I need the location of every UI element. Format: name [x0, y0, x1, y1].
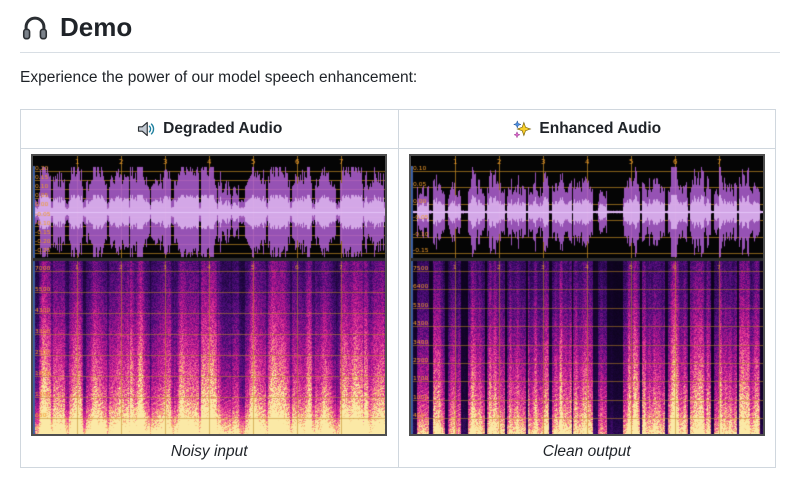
header-enhanced-audio: Enhanced Audio [397, 109, 776, 149]
page-title-text: Demo [60, 12, 133, 42]
headphones-icon [22, 16, 48, 40]
cell-degraded: Noisy input [20, 148, 399, 468]
table-content-row: Noisy input Clean output [20, 148, 776, 468]
header-enhanced-label: Enhanced Audio [539, 120, 662, 137]
enhanced-audio-visualization [408, 154, 765, 436]
intro-text: Experience the power of our model speech… [20, 69, 418, 86]
header-degraded-audio: Degraded Audio [20, 109, 399, 149]
caption-clean-output: Clean output [542, 443, 631, 460]
page-title: Demo [20, 10, 780, 53]
table-header-row: Degraded Audio Enhanced Audio [20, 109, 776, 149]
speaker-icon [138, 121, 155, 137]
caption-noisy-input: Noisy input [170, 443, 248, 460]
header-degraded-label: Degraded Audio [163, 120, 283, 137]
readme-page: Demo Experience the power of our model s… [20, 10, 780, 468]
degraded-audio-visualization [31, 154, 388, 436]
cell-enhanced: Clean output [397, 148, 776, 468]
sparkles-icon [513, 120, 532, 139]
demo-table: Degraded Audio Enhanced Audio [20, 109, 776, 468]
